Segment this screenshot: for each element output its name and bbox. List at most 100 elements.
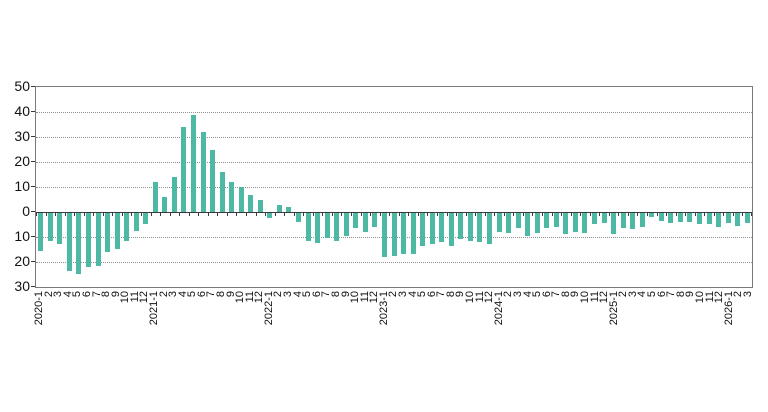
bar: [324, 213, 330, 238]
bar: [677, 213, 683, 222]
x-axis-tick: [112, 212, 114, 216]
bar: [315, 213, 321, 243]
bar: [515, 213, 521, 228]
x-axis-tick: [494, 212, 496, 216]
bar: [649, 213, 655, 217]
bar: [143, 213, 149, 225]
bar: [95, 213, 101, 266]
bar: [362, 213, 368, 232]
bar: [334, 213, 340, 241]
y-axis-tick: [31, 161, 35, 162]
bar: [620, 213, 626, 228]
bar: [687, 213, 693, 222]
bar: [257, 199, 263, 212]
x-axis-tick: [723, 212, 725, 216]
x-axis-tick: [694, 212, 696, 216]
x-axis-tick: [456, 212, 458, 216]
bar: [639, 213, 645, 227]
x-axis-tick: [503, 212, 505, 216]
gridline: [36, 187, 752, 188]
bar: [86, 213, 91, 267]
x-axis-tick: [341, 212, 343, 216]
bar: [630, 213, 636, 230]
bar: [38, 213, 44, 251]
y-axis-tick: [31, 186, 35, 187]
plot-area: [35, 86, 753, 288]
x-axis-tick: [83, 212, 85, 216]
bar: [124, 213, 130, 241]
bar: [601, 213, 607, 223]
bar: [467, 213, 473, 241]
x-axis-tick: [236, 212, 238, 216]
x-axis-tick: [360, 212, 362, 216]
bar: [420, 213, 426, 246]
y-axis-tick-label: 10: [14, 228, 30, 244]
bar: [219, 172, 225, 212]
x-axis-tick: [64, 212, 66, 216]
x-axis-tick: [618, 212, 620, 216]
bar: [133, 213, 139, 231]
bar: [353, 213, 359, 228]
x-axis-tick: [74, 212, 76, 216]
x-axis-tick: [532, 212, 534, 216]
bar: [238, 187, 244, 212]
x-axis-tick: [398, 212, 400, 216]
x-axis-tick: [656, 212, 658, 216]
x-axis-tick: [484, 212, 486, 216]
x-axis-tick: [226, 212, 228, 216]
x-axis-tick: [312, 212, 314, 216]
x-axis-tick: [465, 212, 467, 216]
bar: [47, 213, 53, 241]
bar: [381, 213, 387, 257]
x-axis-labels: 2020-1 2 3 4 5 6 7 8 9 10 11 12 2021-1 2 3 4 5 6 7 8 9 10 11 12…: [33, 291, 754, 361]
y-axis-tick: [31, 236, 35, 237]
y-axis-tick-label: 30: [14, 278, 30, 294]
bar: [544, 213, 550, 228]
bar: [276, 204, 282, 212]
bar: [410, 213, 416, 255]
bar: [486, 213, 492, 245]
x-axis-tick: [331, 212, 333, 216]
gridline: [36, 162, 752, 163]
x-axis-tick: [751, 212, 752, 216]
x-axis-tick: [265, 212, 267, 216]
bar: [57, 213, 63, 245]
x-axis-tick: [379, 212, 381, 216]
bar: [448, 213, 454, 246]
x-axis-tick: [580, 212, 582, 216]
bar: [591, 213, 597, 225]
x-axis-tick: [608, 212, 610, 216]
bar: [525, 213, 531, 236]
bar: [582, 213, 588, 233]
x-axis-tick: [322, 212, 324, 216]
bar: [439, 213, 445, 242]
bar: [563, 213, 569, 235]
x-axis-tick: [121, 212, 123, 216]
x-axis-tick: [102, 212, 104, 216]
bar: [171, 177, 177, 212]
x-axis-tick: [570, 212, 572, 216]
bar: [114, 213, 120, 250]
bar: [229, 182, 235, 212]
x-axis-tick: [561, 212, 563, 216]
bar: [152, 182, 158, 212]
x-axis-tick: [742, 212, 744, 216]
y-axis-tick: [31, 111, 35, 112]
x-axis-tick: [627, 212, 629, 216]
x-axis-tick: [207, 212, 209, 216]
x-axis-tick: [436, 212, 438, 216]
x-axis-tick: [198, 212, 200, 216]
gridline: [36, 137, 752, 138]
gridline: [36, 262, 752, 263]
x-axis-tick: [446, 212, 448, 216]
x-axis-tick: [131, 212, 133, 216]
y-axis-tick-label: 20: [14, 253, 30, 269]
bar: [696, 213, 702, 225]
bar: [668, 213, 674, 223]
bar: [458, 213, 464, 240]
x-axis-tick: [685, 212, 687, 216]
x-axis-tick: [666, 212, 668, 216]
bar: [572, 213, 578, 232]
x-axis-tick: [646, 212, 648, 216]
